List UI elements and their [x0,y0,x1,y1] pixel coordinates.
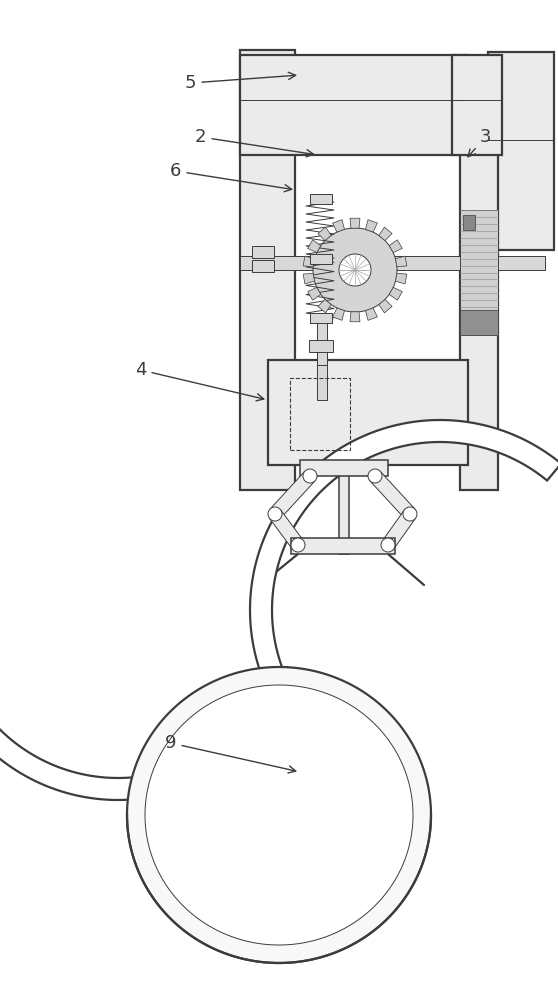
Polygon shape [0,508,239,800]
Polygon shape [379,299,392,313]
Bar [460,210,498,335]
Polygon shape [389,240,402,253]
Polygon shape [303,273,315,284]
Polygon shape [270,471,315,519]
Polygon shape [396,256,407,267]
Bar [452,55,502,155]
Bar [463,215,475,230]
Polygon shape [370,471,415,519]
Bar [240,55,468,155]
Circle shape [313,228,397,312]
Bar [290,378,350,450]
Bar [300,460,388,476]
Bar [310,313,332,323]
Bar [252,260,274,272]
Polygon shape [318,299,331,313]
Polygon shape [396,273,407,284]
Polygon shape [250,420,558,712]
Polygon shape [307,287,321,300]
Circle shape [291,538,305,552]
Polygon shape [145,685,413,945]
Text: 3: 3 [468,128,492,157]
Bar [310,194,332,204]
Text: 5: 5 [185,72,296,92]
Polygon shape [270,510,304,549]
Bar [310,254,332,264]
Circle shape [303,469,317,483]
Polygon shape [333,220,344,232]
Bar [317,320,327,400]
Circle shape [381,538,395,552]
Polygon shape [127,667,431,963]
Polygon shape [379,227,392,241]
Polygon shape [350,312,360,322]
Bar [291,538,395,554]
Polygon shape [382,510,416,549]
Text: 2: 2 [195,128,314,157]
Circle shape [403,507,417,521]
Circle shape [268,507,282,521]
Polygon shape [303,256,315,267]
Polygon shape [365,220,377,232]
Bar [339,459,349,554]
Circle shape [339,254,371,286]
Bar [488,52,554,250]
Bar [252,246,274,258]
Polygon shape [307,240,321,253]
Polygon shape [389,287,402,300]
Text: 6: 6 [170,162,292,192]
Bar [268,360,468,465]
Bar [460,310,498,335]
Text: 4: 4 [135,361,264,401]
Bar [240,256,545,270]
Bar [309,340,333,352]
Bar [460,150,498,490]
Polygon shape [318,227,331,241]
Polygon shape [333,308,344,320]
Bar [240,50,295,490]
Polygon shape [365,308,377,320]
Circle shape [368,469,382,483]
Bar [317,350,327,365]
Text: 9: 9 [165,734,296,773]
Polygon shape [350,218,360,228]
